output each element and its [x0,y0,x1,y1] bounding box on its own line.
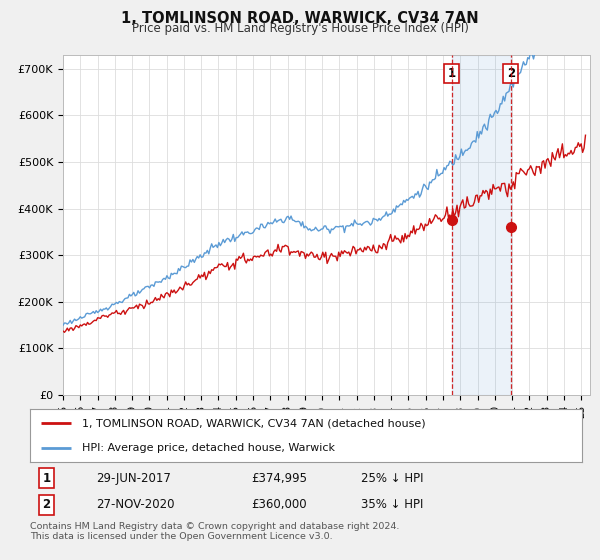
Text: 2: 2 [43,498,50,511]
Text: 1: 1 [43,472,50,484]
Text: 27-NOV-2020: 27-NOV-2020 [96,498,175,511]
Text: Contains HM Land Registry data © Crown copyright and database right 2024.
This d: Contains HM Land Registry data © Crown c… [30,522,400,542]
Text: 1, TOMLINSON ROAD, WARWICK, CV34 7AN (detached house): 1, TOMLINSON ROAD, WARWICK, CV34 7AN (de… [82,418,426,428]
Text: HPI: Average price, detached house, Warwick: HPI: Average price, detached house, Warw… [82,442,335,452]
Text: Price paid vs. HM Land Registry's House Price Index (HPI): Price paid vs. HM Land Registry's House … [131,22,469,35]
Text: 1, TOMLINSON ROAD, WARWICK, CV34 7AN: 1, TOMLINSON ROAD, WARWICK, CV34 7AN [121,11,479,26]
Bar [452,55,511,395]
Text: 35% ↓ HPI: 35% ↓ HPI [361,498,424,511]
Text: 1: 1 [448,67,455,80]
Text: £360,000: £360,000 [251,498,307,511]
Text: 25% ↓ HPI: 25% ↓ HPI [361,472,424,484]
Text: 2: 2 [506,67,515,80]
Text: 29-JUN-2017: 29-JUN-2017 [96,472,171,484]
Text: £374,995: £374,995 [251,472,307,484]
